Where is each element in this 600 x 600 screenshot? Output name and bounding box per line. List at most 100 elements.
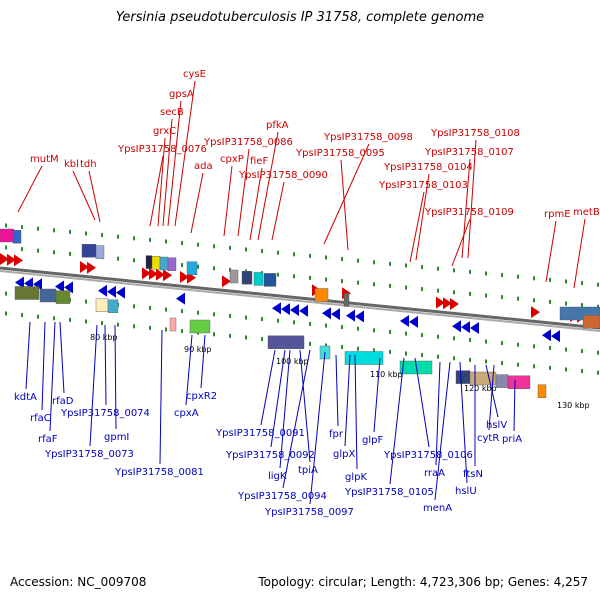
track-dot (21, 225, 23, 230)
track-dot (213, 244, 215, 249)
track-dot (357, 326, 359, 331)
track-dot (117, 234, 119, 239)
track-dot (501, 361, 503, 366)
gene-label-top: YpsIP31758_0108 (430, 128, 520, 139)
reverse-gene-arrow (116, 286, 125, 299)
track-dot (597, 282, 599, 287)
gene-category-box (229, 269, 239, 284)
reverse-gene-arrow (322, 307, 331, 320)
forward-gene-arrow (180, 271, 189, 283)
track-dot (293, 252, 295, 257)
reverse-gene-arrow (290, 304, 299, 316)
forward-gene-arrow (14, 254, 23, 267)
gene-category-box (95, 298, 109, 312)
gene-label-bottom: hslU (455, 486, 477, 497)
gene-label-top: YpsIP31758_0109 (424, 207, 514, 218)
scale-tick-label: 130 kbp (557, 401, 590, 410)
track-dot (85, 299, 87, 304)
track-dot (485, 339, 487, 344)
gene-label-top: fieF (250, 156, 268, 167)
gene-label-top: YpsIP31758_0095 (295, 148, 385, 159)
forward-gene-arrow (87, 261, 96, 274)
gene-label-top: kbl (64, 159, 79, 170)
gene-label-top: ada (194, 161, 213, 172)
track-dot (581, 349, 583, 354)
gene-category-box (537, 384, 547, 398)
track-dot (453, 268, 455, 273)
gene-label-bottom: YpsIP31758_0091 (215, 428, 305, 439)
gene-label-bottom: YpsIP31758_0074 (60, 408, 150, 419)
gene-label-bottom: YpsIP31758_0106 (383, 450, 473, 461)
reverse-gene-arrow (33, 278, 42, 291)
label-leader-top (340, 159, 349, 251)
track-dot (293, 320, 295, 325)
label-leader-bottom (414, 357, 430, 448)
track-dot (165, 307, 167, 312)
label-leader-bottom (200, 334, 206, 389)
track-dot (565, 347, 567, 352)
label-leader-bottom (260, 349, 276, 426)
label-leader-top (174, 80, 196, 227)
gene-label-bottom: rfaF (38, 434, 58, 445)
track-dot (389, 261, 391, 266)
track-dot (309, 275, 311, 280)
track-dot (581, 303, 583, 308)
gene-label-top: secB (160, 107, 184, 118)
gene-label-top: rpmE (544, 209, 571, 220)
track-dot (405, 263, 407, 268)
track-dot (37, 314, 39, 319)
track-dot (341, 325, 343, 330)
track-dot (357, 258, 359, 263)
track-dot (341, 345, 343, 350)
track-dot (293, 274, 295, 279)
gene-category-box (167, 257, 177, 271)
track-dot (357, 346, 359, 351)
gene-category-box (253, 272, 264, 286)
genome-title: Yersinia pseudotuberculosis IP 31758, co… (115, 10, 485, 25)
label-leader-bottom (335, 354, 339, 427)
genome-backbone (0, 266, 600, 330)
gene-label-top: YpsIP31758_0103 (378, 180, 468, 191)
track-dot (437, 266, 439, 271)
track-dot (469, 291, 471, 296)
gene-label-bottom: priA (502, 434, 522, 445)
track-dot (53, 250, 55, 255)
track-dot (229, 245, 231, 250)
gene-category-box (39, 288, 57, 303)
label-leader-top (545, 220, 557, 283)
track-dot (197, 264, 199, 269)
reverse-gene-arrow (452, 320, 461, 333)
track-dot (117, 256, 119, 261)
track-dot (245, 335, 247, 340)
track-dot (69, 317, 71, 322)
label-leader-bottom (434, 361, 451, 501)
track-dot (5, 311, 7, 316)
track-dot (277, 318, 279, 323)
label-leader-bottom (159, 329, 163, 465)
track-dot (309, 253, 311, 258)
gene-category-box (12, 230, 22, 244)
label-leader-top (162, 118, 173, 227)
track-dot (325, 343, 327, 348)
label-leader-bottom (459, 361, 468, 484)
gene-label-top: cysE (183, 69, 206, 80)
scale-tick-label: 100 kbp (276, 357, 309, 366)
track-dot (549, 299, 551, 304)
track-dot (389, 329, 391, 334)
reverse-gene-arrow (107, 285, 116, 298)
reverse-gene-arrow (400, 315, 409, 327)
gene-label-bottom: YpsIP31758_0097 (264, 507, 354, 518)
gene-label-bottom: rraA (424, 468, 445, 479)
track-dot (549, 365, 551, 370)
label-leader-top (167, 100, 182, 227)
track-dot (341, 257, 343, 262)
forward-gene-arrow (443, 297, 452, 310)
track-dot (533, 276, 535, 281)
gene-label-bottom: YpsIP31758_0081 (114, 467, 204, 478)
reverse-gene-arrow (15, 276, 24, 289)
track-dot (469, 357, 471, 362)
forward-gene-arrow (156, 268, 165, 281)
track-dot (405, 351, 407, 356)
track-dot (437, 354, 439, 359)
